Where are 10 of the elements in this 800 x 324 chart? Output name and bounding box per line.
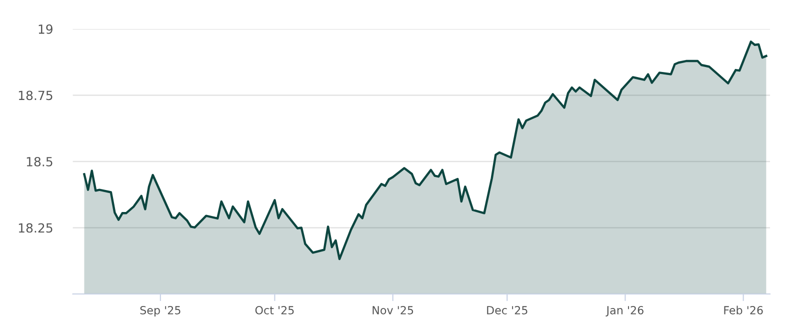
x-tick-label: Feb '26: [724, 306, 763, 314]
x-tick-label: Nov '25: [372, 306, 414, 314]
y-tick-label: 18.75: [18, 90, 52, 100]
x-tick-label: Dec '25: [487, 306, 528, 314]
x-tick-label: Oct '25: [255, 306, 294, 314]
x-tick-label: Sep '25: [140, 306, 180, 317]
y-tick-label: 18.5: [26, 156, 52, 166]
x-tick-label: Jan '26: [606, 306, 644, 316]
y-tick-label: 18.25: [18, 223, 52, 233]
y-tick-label: 19: [38, 24, 52, 34]
